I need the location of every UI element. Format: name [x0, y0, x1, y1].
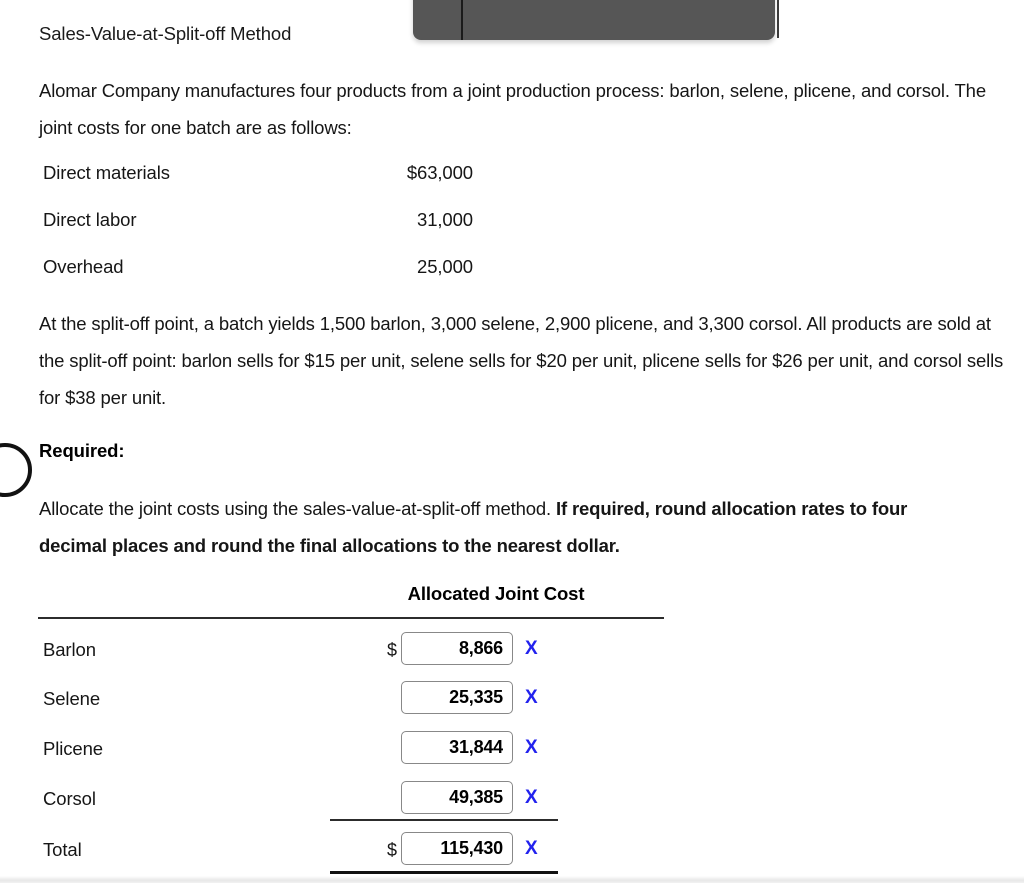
joint-cost-label: Overhead [43, 256, 124, 277]
page-title: Sales-Value-at-Split-off Method [39, 23, 292, 44]
table-row-selene: Selene X [0, 677, 1024, 727]
currency-symbol-barlon: $ [387, 640, 398, 660]
joint-cost-label: Direct materials [43, 162, 170, 183]
bottom-edge-band [0, 876, 1024, 883]
incorrect-mark-selene: X [525, 687, 538, 708]
joint-cost-row: Direct materials $63,000 [43, 162, 473, 209]
table-row-corsol: Corsol X [0, 777, 1024, 827]
subtotal-rule [330, 819, 558, 821]
input-plicene-allocated-cost[interactable] [401, 731, 513, 764]
table-row-total: Total $ X [0, 828, 1024, 878]
instructions-normal: Allocate the joint costs using the sales… [39, 498, 556, 519]
yield-paragraph: At the split-off point, a batch yields 1… [39, 313, 1004, 408]
row-label-plicene: Plicene [43, 738, 103, 759]
row-label-corsol: Corsol [43, 788, 96, 809]
required-heading: Required: [39, 440, 125, 461]
popup-right-edge [777, 0, 779, 38]
joint-cost-row: Overhead 25,000 [43, 256, 473, 303]
row-label-selene: Selene [43, 688, 101, 709]
table-row-barlon: Barlon $ X [0, 628, 1024, 678]
table-row-plicene: Plicene X [0, 727, 1024, 777]
incorrect-mark-corsol: X [525, 787, 538, 808]
instructions-bold: If required, round allocation rates to f… [39, 498, 908, 556]
grand-total-rule-top [330, 871, 558, 874]
joint-cost-value: $63,000 [406, 162, 473, 183]
column-header-allocated-joint-cost: Allocated Joint Cost [407, 583, 585, 604]
joint-cost-row: Direct labor 31,000 [43, 209, 473, 256]
input-total-allocated-cost[interactable] [401, 832, 513, 865]
required-instructions: Allocate the joint costs using the sales… [39, 490, 969, 564]
joint-cost-label: Direct labor [43, 209, 137, 230]
popup-divider [461, 0, 463, 40]
joint-costs-table: Direct materials $63,000 Direct labor 31… [43, 162, 473, 303]
input-selene-allocated-cost[interactable] [401, 681, 513, 714]
row-label-total: Total [43, 839, 82, 860]
incorrect-mark-total: X [525, 838, 538, 859]
joint-cost-value: 25,000 [417, 256, 473, 277]
input-corsol-allocated-cost[interactable] [401, 781, 513, 814]
currency-symbol-total: $ [387, 840, 398, 860]
circle-marker-icon [0, 443, 32, 497]
intro-paragraph: Alomar Company manufactures four product… [39, 80, 986, 138]
incorrect-mark-plicene: X [525, 737, 538, 758]
incorrect-mark-barlon: X [525, 638, 538, 659]
table-header-rule [38, 617, 664, 619]
input-barlon-allocated-cost[interactable] [401, 632, 513, 665]
row-label-barlon: Barlon [43, 639, 96, 660]
top-popup-panel[interactable] [413, 0, 775, 40]
joint-cost-value: 31,000 [417, 209, 473, 230]
